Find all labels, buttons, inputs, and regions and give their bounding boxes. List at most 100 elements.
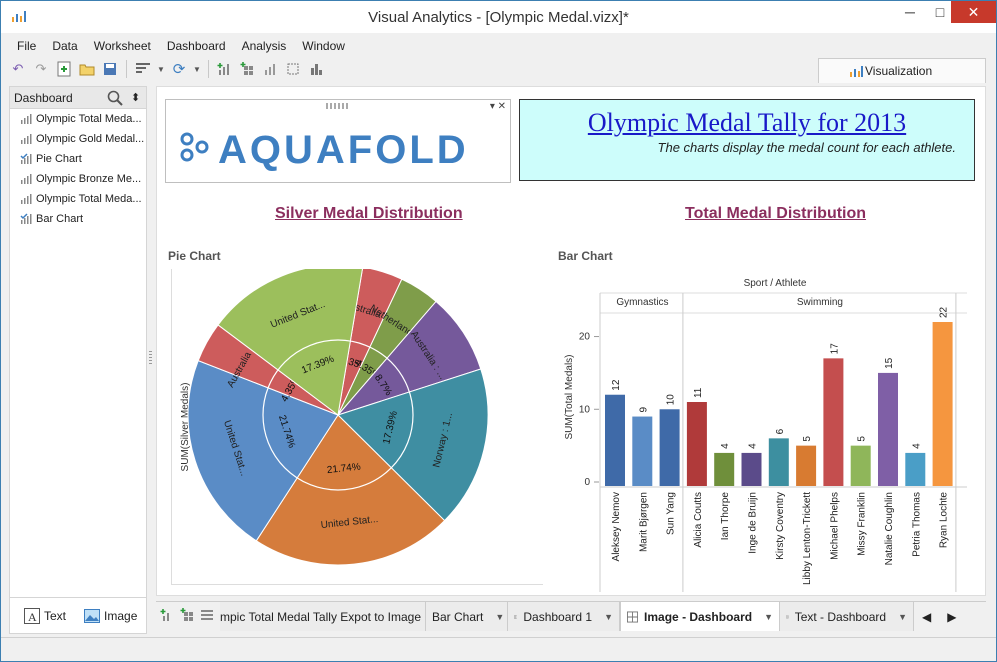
sidebar-list: Olympic Total Meda... Olympic Gold Medal.…: [10, 109, 146, 229]
redo-icon[interactable]: ↷: [35, 61, 47, 76]
menu-worksheet[interactable]: Worksheet: [93, 39, 151, 53]
tab-olympic-total-export[interactable]: mpic Total Medal Tally Expot to Image ▼: [220, 602, 426, 631]
new-worksheet-icon[interactable]: [160, 608, 174, 625]
chevron-down-icon[interactable]: ▼: [157, 64, 165, 74]
bar[interactable]: [605, 394, 625, 486]
logo-image-object[interactable]: ▾ ✕ AQUAFOLD: [165, 99, 511, 183]
tab-bar-chart[interactable]: Bar Chart ▼: [426, 602, 508, 631]
dashboard-title-box[interactable]: Olympic Medal Tally for 2013 The charts …: [519, 99, 975, 181]
bar[interactable]: [850, 445, 871, 486]
close-button[interactable]: ✕: [951, 1, 996, 23]
menu-data[interactable]: Data: [52, 39, 78, 53]
text-object-button[interactable]: A Text: [24, 607, 66, 624]
athlete-label: Kirsty Coventry: [775, 492, 786, 560]
data-source-icon[interactable]: [134, 60, 152, 78]
bar[interactable]: [932, 322, 953, 486]
dashboard-add-icon[interactable]: [239, 60, 257, 78]
pie-slice[interactable]: [255, 414, 446, 566]
pie-chart-panel[interactable]: SUM(Silver Medals) Australia : ... 4.35% Ne…: [171, 264, 544, 585]
bar[interactable]: [878, 372, 898, 486]
dashboard-sidebar: Dashboard ⬍ Olympic Total Meda... Olympic…: [9, 86, 147, 634]
window-title: Visual Analytics - [Olympic Medal.vizx]*: [368, 9, 629, 26]
new-dashboard-icon[interactable]: [180, 608, 194, 625]
save-icon[interactable]: [101, 60, 119, 78]
sort-updown-icon[interactable]: ⬍: [131, 92, 141, 104]
chevron-down-icon[interactable]: ▼: [193, 64, 201, 74]
bar-chart-panel[interactable]: Sport / Athlete SUM(Total Medals) 0 10 20 12 A…: [550, 267, 970, 662]
bar[interactable]: [741, 452, 762, 486]
sidebar-item-label: Olympic Total Meda...: [36, 193, 142, 205]
new-sheet-icon[interactable]: [55, 60, 73, 78]
search-icon[interactable]: [107, 90, 123, 106]
open-folder-icon[interactable]: [78, 60, 96, 78]
bar-axis-label: SUM(Total Medals): [564, 354, 575, 439]
athlete-label: Michael Phelps: [829, 492, 840, 560]
pie-slice[interactable]: [187, 360, 339, 542]
bar-chart-icon[interactable]: [262, 60, 280, 78]
scroll-left-icon[interactable]: ◀: [922, 609, 932, 624]
athlete-label: Marit Bjørgen: [638, 492, 649, 552]
menu-window[interactable]: Window: [302, 39, 345, 53]
toolbar: ↶ ↷ ▼ ⟳ ▼: [9, 58, 326, 80]
sidebar-item[interactable]: Olympic Bronze Me...: [10, 169, 146, 189]
dashboard-canvas: ▾ ✕ AQUAFOLD Olympic Medal Tally for 201…: [156, 86, 986, 662]
pie-chart[interactable]: SUM(Silver Medals)Australia : ...4.35%Ne…: [172, 264, 544, 585]
lasso-icon[interactable]: [285, 60, 303, 78]
bar[interactable]: [659, 409, 680, 486]
chart-add-icon[interactable]: [216, 60, 234, 78]
chevron-down-icon[interactable]: ▼: [898, 611, 907, 622]
athlete-label: Aleksey Nemov: [611, 492, 622, 561]
sidebar-item[interactable]: Olympic Total Meda...: [10, 109, 146, 129]
bar[interactable]: [686, 402, 707, 486]
refresh-icon[interactable]: ⟳: [172, 61, 186, 78]
bar-chart[interactable]: Sport / Athlete SUM(Total Medals) 0 10 20 12 A…: [550, 267, 970, 662]
object-controls[interactable]: ▾ ✕: [489, 101, 506, 112]
undo-icon[interactable]: ↶: [12, 61, 24, 76]
y-tick-label: 10: [579, 404, 591, 415]
dashboard-grid-icon: [627, 610, 639, 623]
menu-file[interactable]: File: [17, 39, 37, 53]
tab-image-dashboard[interactable]: Image - Dashboard ▼: [620, 602, 780, 631]
drag-handle[interactable]: [326, 103, 350, 109]
menu-analysis[interactable]: Analysis: [241, 39, 287, 53]
chevron-down-icon[interactable]: ▼: [764, 611, 773, 622]
bar[interactable]: [796, 445, 817, 486]
bar-chart-title: Bar Chart: [558, 249, 613, 263]
bar-value-label: 4: [911, 443, 922, 449]
visualization-icon: [850, 66, 863, 77]
panel-splitter-handle[interactable]: [149, 351, 152, 365]
image-object-button[interactable]: Image: [84, 608, 137, 623]
tab-dashboard-1[interactable]: Dashboard 1 ▼: [508, 602, 620, 631]
pie-slice[interactable]: [336, 300, 482, 417]
bar[interactable]: [905, 452, 926, 486]
bar[interactable]: [823, 358, 844, 486]
chevron-down-icon[interactable]: ▼: [604, 611, 613, 622]
bar[interactable]: [768, 438, 789, 486]
visualization-tab[interactable]: Visualization: [818, 58, 986, 83]
menu-bar: File Data Worksheet Dashboard Analysis W…: [9, 37, 353, 55]
bar[interactable]: [714, 452, 735, 486]
tab-label: Bar Chart: [432, 609, 484, 624]
sidebar-item-label: Olympic Gold Medal...: [36, 133, 145, 145]
sidebar-item-label: Bar Chart: [36, 213, 84, 225]
tab-list-icon[interactable]: [200, 609, 214, 624]
athlete-label: Libby Lenton-Trickett: [802, 492, 813, 585]
pie-slice[interactable]: [337, 368, 489, 522]
bar[interactable]: [632, 416, 653, 486]
minimize-button[interactable]: ─: [905, 4, 915, 20]
tab-text-dashboard[interactable]: Text - Dashboard ▼: [780, 602, 914, 631]
sidebar-item[interactable]: Olympic Total Meda...: [10, 189, 146, 209]
pie-axis-label: SUM(Silver Medals): [180, 383, 191, 472]
sidebar-item[interactable]: Bar Chart: [10, 209, 146, 229]
sidebar-item[interactable]: Olympic Gold Medal...: [10, 129, 146, 149]
menu-dashboard[interactable]: Dashboard: [166, 39, 226, 53]
scroll-right-icon[interactable]: ▶: [947, 609, 957, 624]
sort-icon[interactable]: [308, 60, 326, 78]
chevron-down-icon[interactable]: ▼: [495, 611, 505, 622]
bar-value-label: 15: [884, 357, 895, 369]
maximize-button[interactable]: □: [935, 4, 945, 20]
bar-chart-icon: [21, 174, 32, 184]
athlete-label: Natalie Coughlin: [884, 492, 895, 565]
sidebar-item[interactable]: Pie Chart: [10, 149, 146, 169]
